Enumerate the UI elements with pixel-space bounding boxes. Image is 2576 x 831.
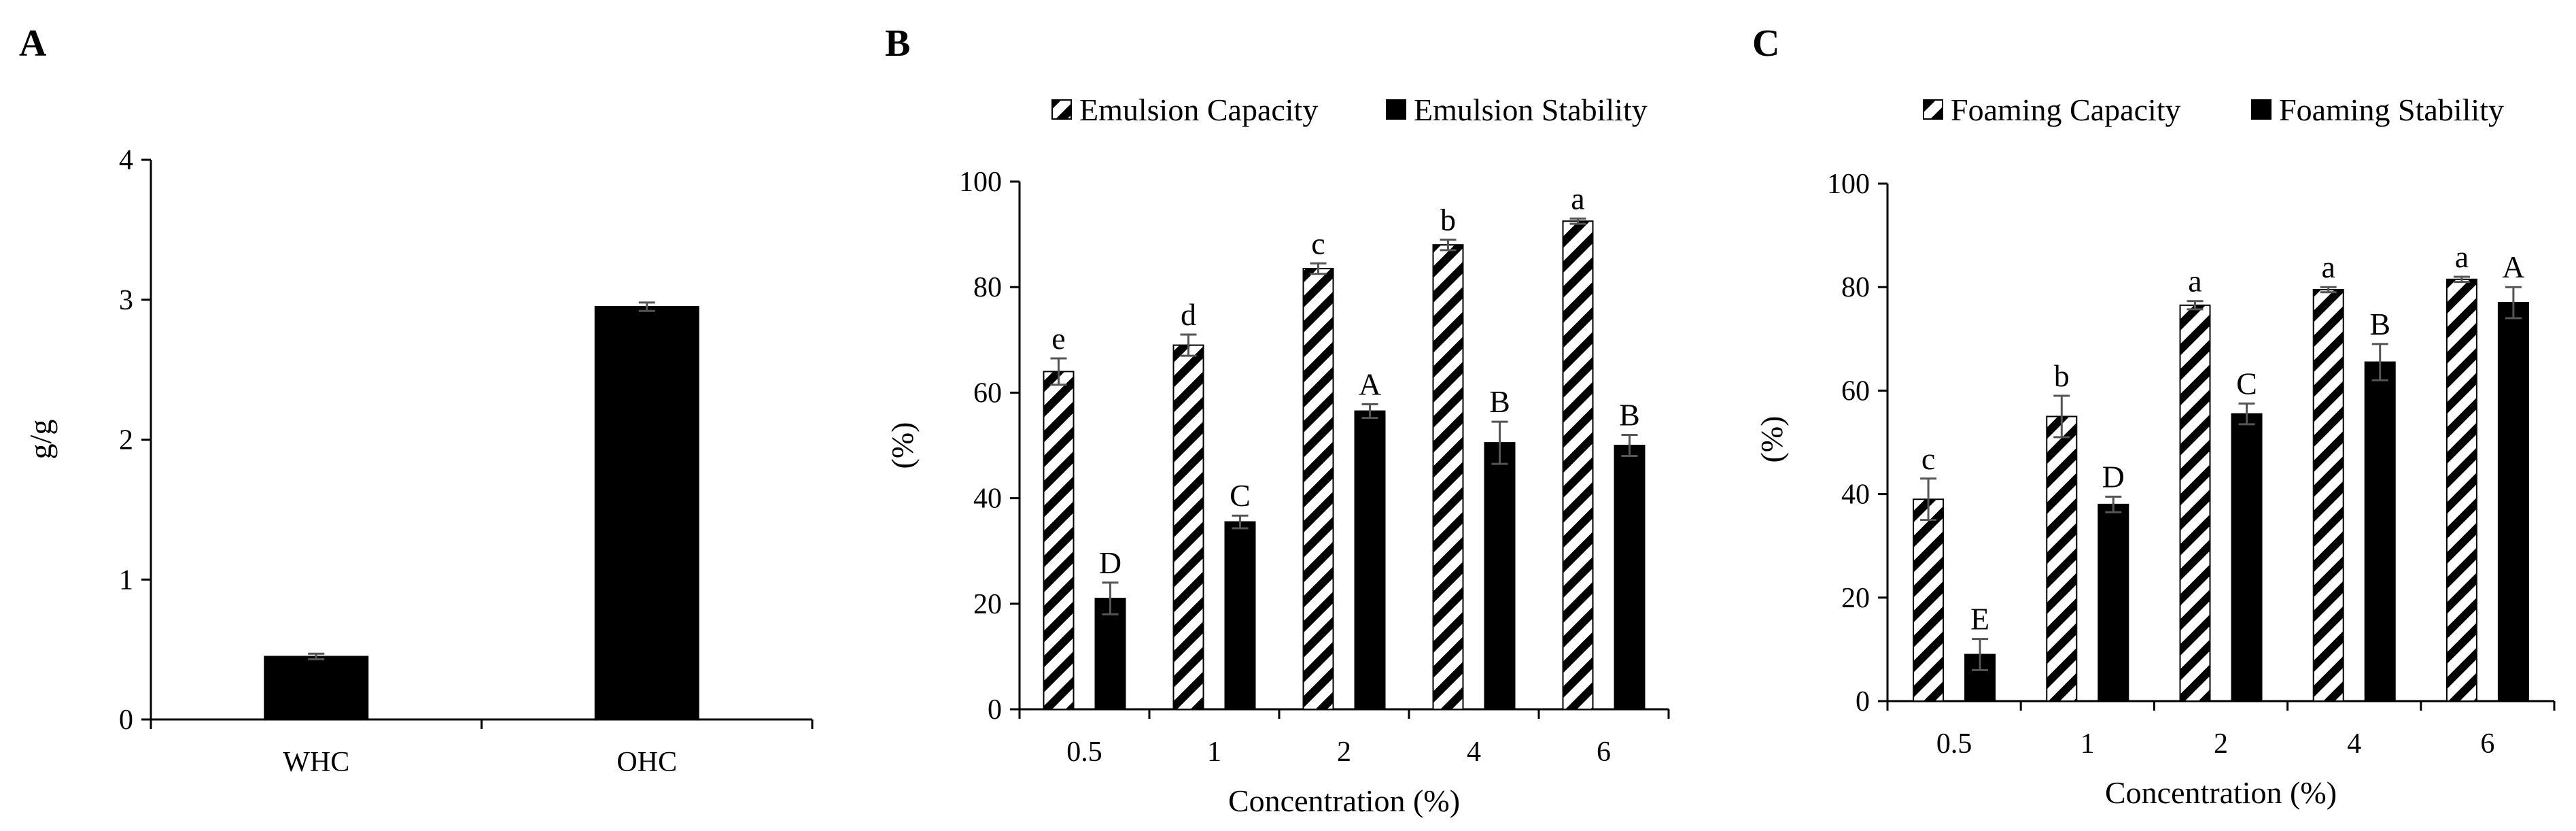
- y-tick-label: 100: [959, 167, 1002, 198]
- bar-foaming-capacity-4: [2312, 289, 2344, 702]
- y-tick-label: 0: [1856, 686, 1870, 717]
- bar-emulsion-capacity-6: [1562, 220, 1594, 710]
- bar-foaming-capacity-6: [2446, 278, 2477, 702]
- bar-value-OHC: [594, 306, 699, 721]
- x-tick-label: 2: [1337, 736, 1351, 768]
- bar-emulsion-stability-6: [1614, 445, 1646, 710]
- panel-letter: B: [885, 22, 910, 65]
- panel-a: A 0 1 2 3 4 g/g WHC OHC: [19, 22, 814, 778]
- significance-label: A: [2502, 250, 2524, 284]
- significance-label: c: [1311, 226, 1325, 260]
- y-tick-label: 3: [119, 285, 133, 316]
- bar-emulsion-capacity-4: [1432, 244, 1464, 710]
- bar-emulsion-stability-4: [1484, 442, 1516, 710]
- panel-c: C 0 20 40 60 80 100 (%) 0.5 1 2 4 6 Concentration (%)…: [1752, 22, 2556, 810]
- panel-letter: A: [19, 22, 47, 65]
- x-tick-label: 4: [1467, 736, 1481, 768]
- legend-swatch: [1386, 99, 1406, 120]
- significance-label: C: [1230, 478, 1251, 513]
- bar-foaming-stability-6: [2497, 302, 2529, 702]
- bar-foaming-stability-1: [2098, 503, 2129, 702]
- y-tick-label: 4: [119, 145, 133, 176]
- bar-foaming-capacity-0-5: [1913, 498, 1945, 702]
- legend-swatch: [1051, 99, 1072, 120]
- x-tick-label: 6: [1597, 736, 1611, 768]
- y-tick-label: 60: [973, 377, 1002, 409]
- y-tick-label: 100: [1827, 169, 1870, 200]
- x-tick-label: 2: [2214, 728, 2228, 760]
- significance-label: C: [2236, 366, 2257, 401]
- bar-foaming-capacity-1: [2046, 416, 2078, 702]
- legend-label: Foaming Capacity: [1951, 92, 2181, 127]
- bar-emulsion-capacity-0-5: [1043, 371, 1075, 710]
- significance-label: a: [2188, 264, 2201, 299]
- legend-swatch: [1923, 99, 1943, 120]
- x-tick-label: 1: [1207, 736, 1221, 768]
- significance-label: D: [1099, 545, 1121, 580]
- y-tick-label: 80: [1841, 272, 1870, 303]
- y-axis-title: (%): [1754, 416, 1789, 463]
- bar-value-WHC: [264, 656, 369, 720]
- bar-emulsion-stability-1: [1224, 521, 1256, 711]
- significance-label: a: [1571, 181, 1584, 216]
- legend-swatch: [2251, 99, 2272, 120]
- y-tick-label: 20: [1841, 583, 1870, 614]
- y-tick-label: 2: [119, 425, 133, 456]
- bar-emulsion-stability-2: [1354, 410, 1386, 710]
- x-axis-title: Concentration (%): [1228, 783, 1460, 818]
- y-tick-label: 40: [973, 484, 1002, 515]
- bar-foaming-capacity-2: [2179, 304, 2211, 702]
- bar-foaming-stability-2: [2231, 413, 2263, 702]
- panel-b: B 0 20 40 60 80 100 (%) 0.5 1 2 4 6 Concentration (%)…: [885, 22, 1670, 818]
- significance-label: D: [2102, 459, 2125, 494]
- significance-label: B: [2369, 307, 2390, 341]
- significance-label: d: [1181, 297, 1196, 332]
- significance-label: a: [2321, 250, 2335, 284]
- x-axis-title: Concentration (%): [2105, 775, 2337, 810]
- significance-label: a: [2455, 239, 2469, 274]
- significance-label: c: [1921, 441, 1935, 476]
- legend-label: Emulsion Stability: [1414, 92, 1648, 127]
- y-tick-label: 0: [988, 694, 1002, 726]
- y-tick-label: 40: [1841, 479, 1870, 511]
- bar-emulsion-capacity-1: [1172, 344, 1204, 710]
- x-tick-label: 1: [2081, 728, 2095, 760]
- significance-label: b: [2054, 358, 2070, 393]
- y-tick-label: 60: [1841, 375, 1870, 407]
- significance-label: B: [1489, 384, 1510, 419]
- bar-foaming-stability-4: [2364, 361, 2396, 702]
- significance-label: b: [1440, 202, 1456, 237]
- x-tick-label: 0.5: [1936, 728, 1972, 760]
- y-tick-label: 80: [973, 272, 1002, 303]
- bar-emulsion-capacity-2: [1302, 268, 1334, 711]
- legend-label: Emulsion Capacity: [1079, 92, 1318, 127]
- y-axis-title: g/g: [23, 420, 58, 460]
- x-tick-label: OHC: [616, 747, 677, 778]
- x-tick-label: 6: [2480, 728, 2494, 760]
- y-tick-label: 1: [119, 564, 133, 596]
- significance-label: E: [1970, 602, 1989, 637]
- y-axis-title: (%): [885, 422, 920, 469]
- significance-label: e: [1051, 321, 1065, 356]
- y-tick-label: 20: [973, 589, 1002, 620]
- x-tick-label: 4: [2347, 728, 2361, 760]
- y-tick-label: 0: [119, 705, 133, 736]
- significance-label: B: [1619, 397, 1640, 432]
- x-tick-label: WHC: [283, 747, 349, 778]
- panel-letter: C: [1752, 22, 1779, 65]
- legend-label: Foaming Stability: [2279, 92, 2504, 127]
- bar-emulsion-stability-0-5: [1094, 598, 1126, 710]
- significance-label: A: [1359, 367, 1381, 401]
- x-tick-label: 0.5: [1066, 736, 1102, 768]
